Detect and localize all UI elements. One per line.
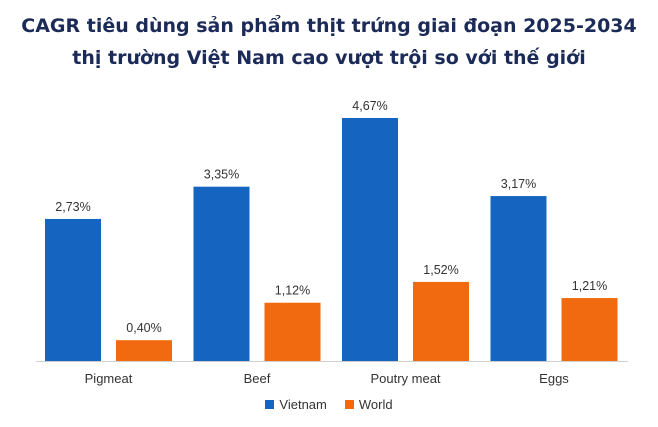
bar-vietnam-beef	[193, 186, 250, 361]
bar-world-eggs	[561, 298, 618, 361]
legend-item-vietnam: Vietnam	[265, 397, 327, 412]
data-label-vietnam-beef: 3,35%	[204, 168, 239, 182]
legend-label-vietnam: Vietnam	[279, 397, 327, 412]
data-label-world-beef: 1,12%	[275, 284, 310, 298]
data-label-world-pigmeat: 0,40%	[126, 321, 161, 335]
data-label-vietnam-pigmeat: 2,73%	[55, 200, 90, 214]
chart-title: CAGR tiêu dùng sản phẩm thịt trứng giai …	[0, 10, 658, 74]
legend-swatch-vietnam	[265, 400, 275, 409]
x-axis-tick-labels: Pigmeat Beef Poutry meat Eggs	[85, 371, 570, 386]
chart-title-line-2: thị trường Việt Nam cao vượt trội so với…	[72, 47, 586, 69]
legend-label-world: World	[358, 397, 393, 412]
bars-layer	[45, 118, 618, 361]
data-label-world-eggs: 1,21%	[572, 279, 607, 293]
data-labels-layer: 2,73% 0,40% 3,35% 1,12% 4,67% 1,52% 3,17% 1,21%	[55, 99, 607, 335]
data-label-vietnam-poutry-meat: 4,67%	[352, 99, 387, 113]
x-tick-label-beef: Beef	[244, 371, 271, 386]
legend-swatch-world	[344, 400, 354, 409]
x-tick-label-poutry-meat: Poutry meat	[370, 371, 440, 386]
bar-vietnam-eggs	[490, 196, 547, 361]
data-label-vietnam-eggs: 3,17%	[501, 177, 536, 191]
bar-world-pigmeat	[116, 340, 172, 361]
bar-vietnam-pigmeat	[45, 218, 101, 361]
legend: Vietnam World	[0, 397, 658, 412]
bar-vietnam-poutry-meat	[342, 118, 398, 361]
data-label-world-poutry-meat: 1,52%	[423, 263, 458, 277]
x-tick-label-eggs: Eggs	[539, 371, 569, 386]
bar-world-poutry-meat	[413, 281, 469, 361]
chart-title-line-1: CAGR tiêu dùng sản phẩm thịt trứng giai …	[21, 15, 637, 37]
x-tick-label-pigmeat: Pigmeat	[85, 371, 133, 386]
legend-item-world: World	[344, 397, 393, 412]
bar-world-beef	[264, 302, 321, 361]
